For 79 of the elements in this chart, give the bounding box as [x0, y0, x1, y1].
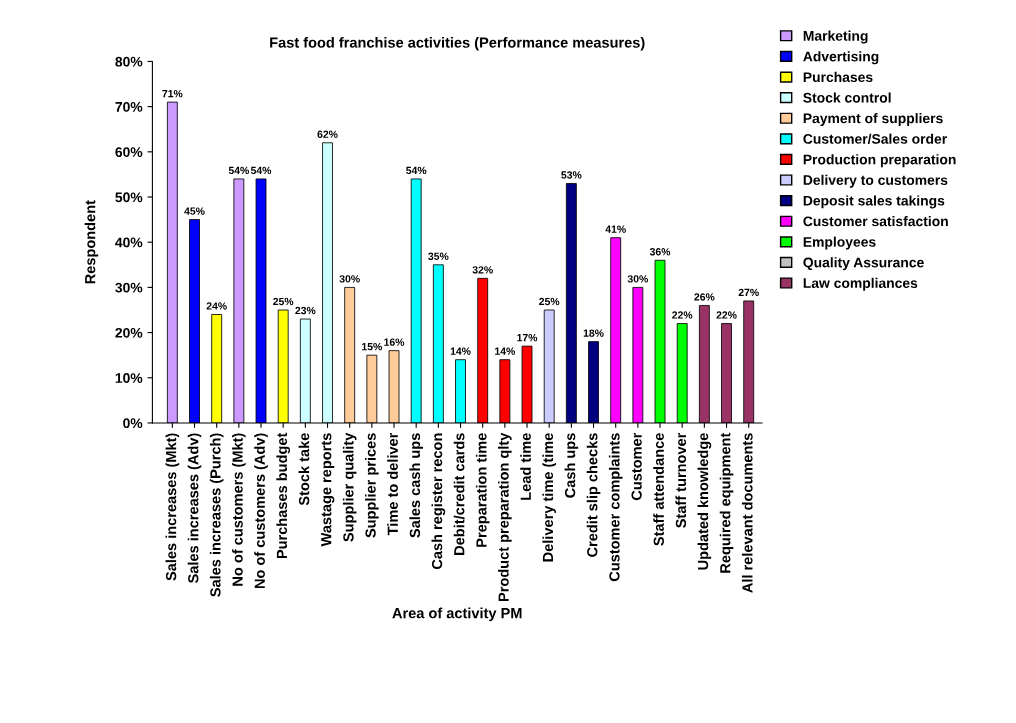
x-axis-title: Area of activity PM — [392, 607, 522, 622]
x-tick-label: Preparation time — [475, 433, 490, 547]
x-tick-label: No of customers (Mkt) — [232, 433, 246, 586]
x-tick-label: Purchases budget — [276, 432, 291, 559]
data-label: 32% — [472, 266, 493, 274]
legend-label: Employees — [803, 236, 876, 250]
x-tick-label: Staff turnover — [675, 432, 687, 528]
legend-label: Deposit sales takings — [803, 195, 945, 209]
y-tick-label: 50% — [115, 192, 143, 203]
data-label: 15% — [362, 342, 383, 351]
x-tick-label: Debit/credit cards — [453, 433, 465, 555]
legend-label: Customer/Sales order — [803, 133, 947, 144]
legend-label: Purchases — [803, 71, 873, 83]
legend-label: Quality Assurance — [803, 257, 924, 271]
x-tick-label: Delivery time (time — [542, 433, 556, 562]
legend-label: Production preparation — [803, 154, 956, 168]
data-label: 71% — [162, 89, 183, 98]
data-label: 23% — [295, 306, 316, 315]
x-tick-label: Supplier quality — [342, 432, 357, 542]
data-label: 25% — [273, 297, 294, 306]
data-label: 53% — [561, 171, 582, 179]
x-tick-label: No of customers (Adv) — [254, 433, 268, 589]
x-tick-label: Customer — [631, 432, 642, 501]
y-tick-label: 70% — [115, 101, 143, 112]
data-label: 54% — [228, 166, 249, 175]
data-label: 36% — [649, 248, 671, 256]
data-label: 18% — [583, 329, 604, 337]
data-label: 24% — [206, 302, 227, 310]
x-tick-label: Wastage reports — [321, 433, 335, 547]
data-label: 30% — [339, 275, 360, 283]
data-label: 35% — [428, 252, 449, 260]
y-tick-label: 40% — [115, 237, 143, 248]
x-tick-label: Updated knowledge — [697, 433, 712, 570]
y-tick-label: 0% — [123, 418, 143, 429]
data-label: 41% — [605, 225, 626, 233]
data-label: 27% — [738, 288, 759, 297]
x-tick-label: Time to deliver — [387, 432, 398, 536]
legend-label: Advertising — [803, 51, 879, 65]
x-tick-label: Cash register recon — [431, 433, 446, 570]
x-tick-label: Stock take — [298, 433, 310, 506]
x-tick-label: Supplier prices — [365, 433, 379, 538]
data-label: 30% — [627, 275, 649, 283]
x-tick-label: Cash ups — [564, 433, 579, 498]
legend-label: Payment of suppliers — [803, 113, 943, 126]
x-tick-label: Staff attendance — [653, 433, 664, 546]
data-label: 22% — [716, 311, 737, 319]
data-label: 14% — [450, 347, 471, 355]
x-tick-label: Product preparation qlty — [498, 432, 512, 602]
chart-title: Fast food franchise activities (Performance measures) — [270, 37, 645, 51]
data-label: 62% — [317, 130, 338, 138]
data-label: 54% — [250, 166, 272, 175]
y-axis-title: Respondent — [84, 200, 99, 284]
legend-label: Stock control — [803, 92, 891, 103]
legend-label: Delivery to customers — [803, 174, 948, 188]
y-tick-label: 20% — [115, 327, 143, 338]
data-label: 26% — [694, 293, 715, 301]
y-tick-label: 60% — [115, 147, 143, 157]
y-tick-label: 30% — [115, 282, 143, 293]
x-tick-label: All relevant documents — [741, 433, 753, 593]
x-tick-label: Required equipment — [719, 432, 734, 573]
x-tick-label: Customer complaints — [608, 433, 623, 582]
y-tick-label: 10% — [115, 373, 143, 383]
x-tick-label: Credit slip checks — [586, 433, 601, 557]
data-label: 14% — [495, 347, 516, 355]
data-label: 25% — [539, 297, 560, 306]
x-tick-label: Sales increases (Adv) — [187, 433, 202, 584]
data-label: 17% — [517, 333, 538, 342]
data-label: 16% — [384, 338, 405, 346]
x-tick-label: Sales cash ups — [409, 433, 423, 538]
x-tick-label: Lead time — [520, 433, 531, 500]
x-tick-label: Sales increases (Mkt) — [165, 433, 180, 581]
data-label: 54% — [406, 166, 427, 175]
data-label: 22% — [672, 311, 693, 319]
legend-label: Law compliances — [803, 277, 918, 291]
x-tick-label: Sales increases (Purch) — [209, 433, 224, 597]
legend-label: Customer satisfaction — [803, 216, 948, 227]
legend-label: Marketing — [803, 30, 868, 44]
y-tick-label: 80% — [115, 56, 143, 67]
data-label: 45% — [184, 207, 205, 215]
